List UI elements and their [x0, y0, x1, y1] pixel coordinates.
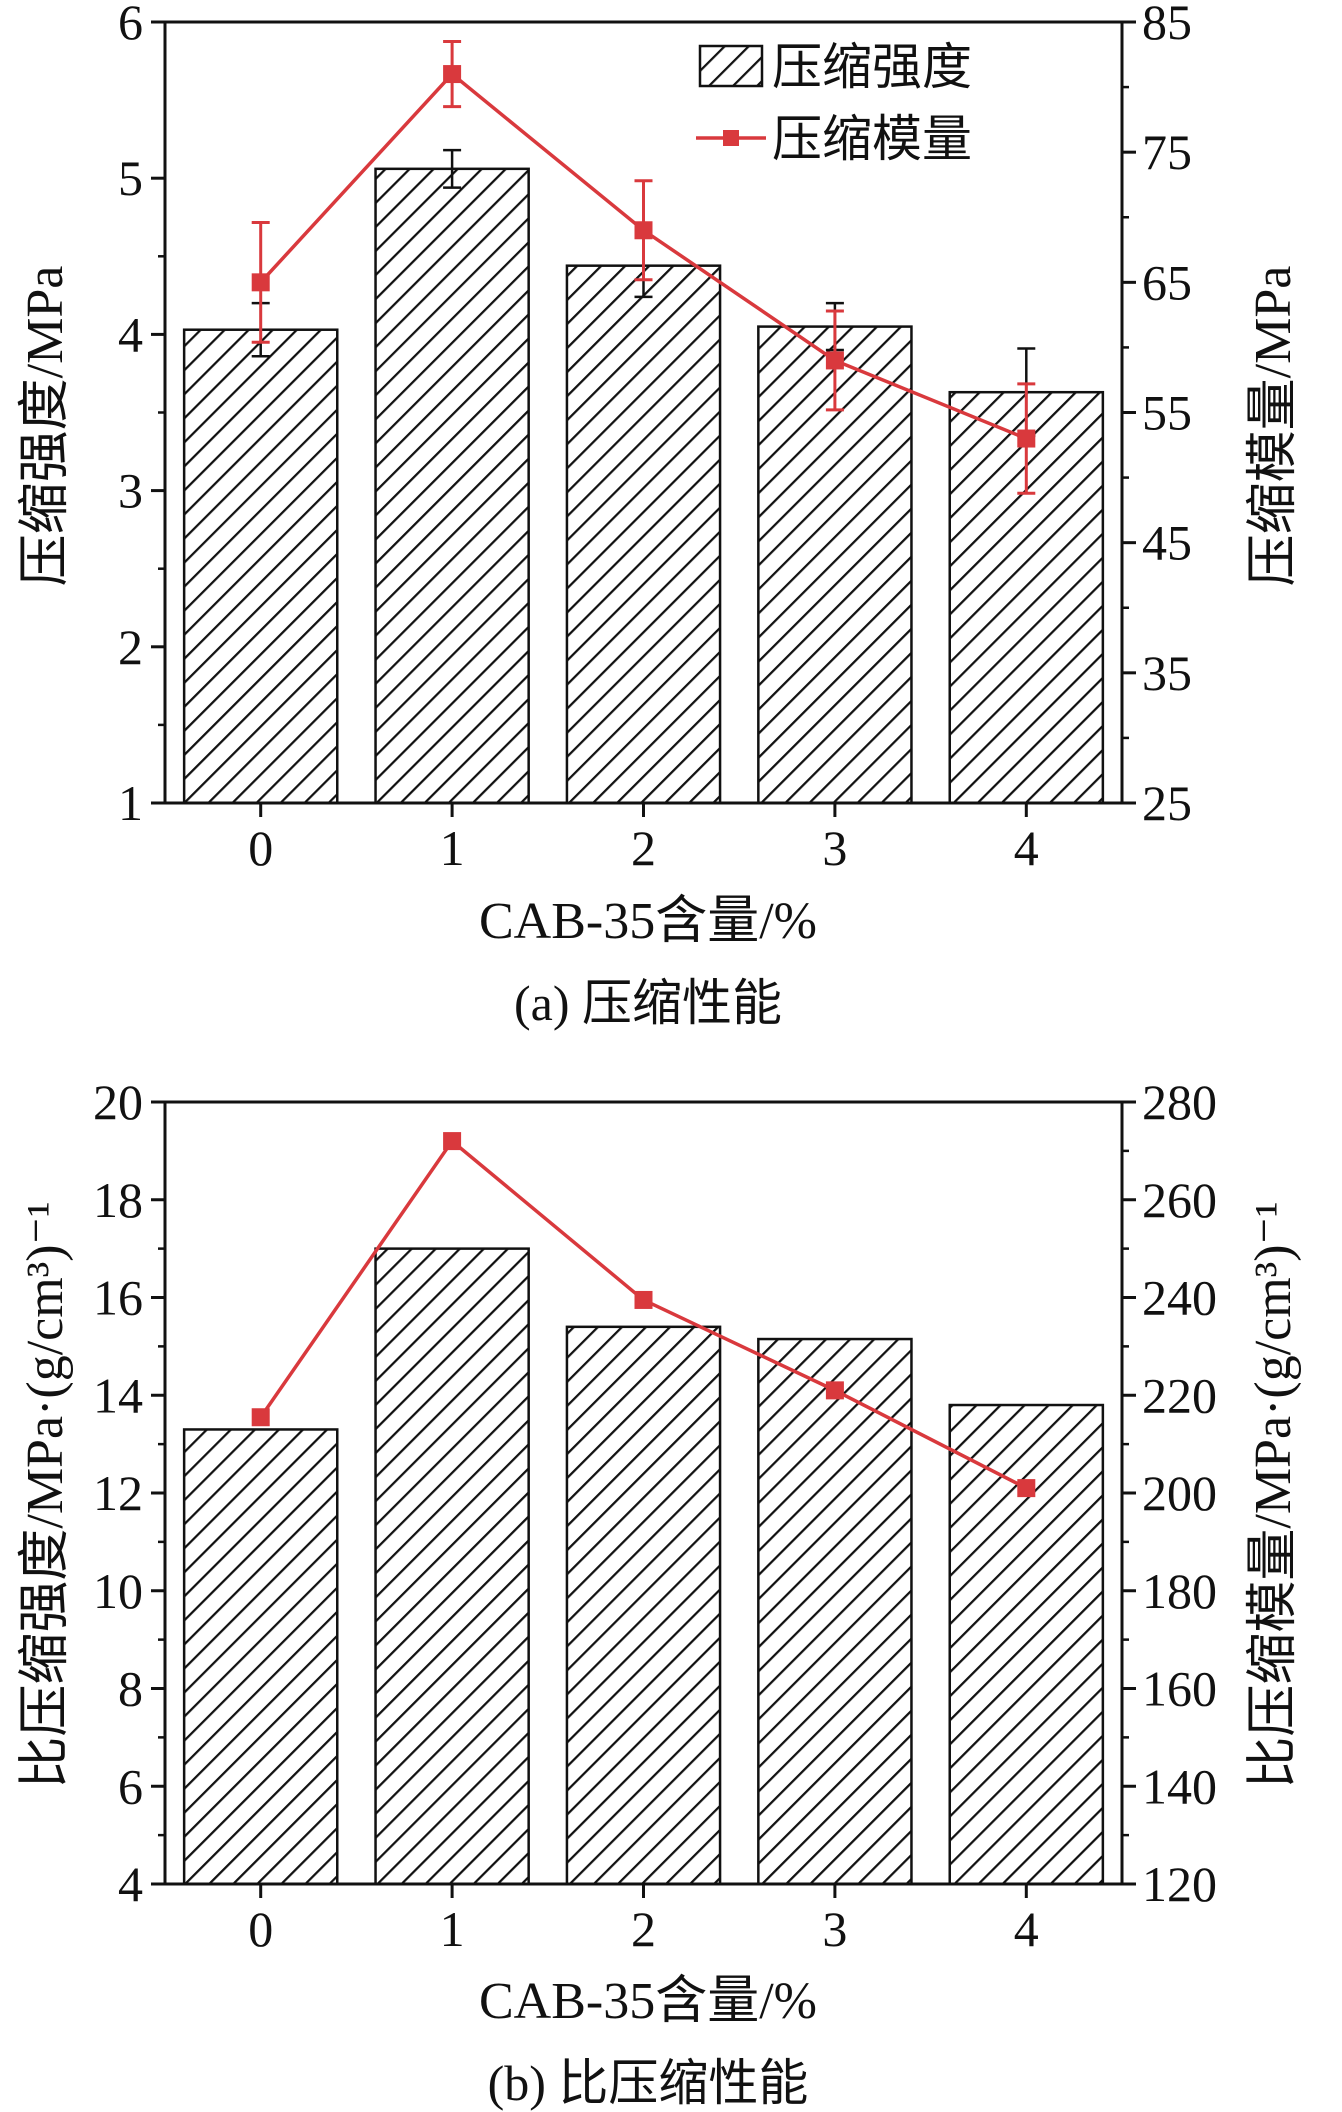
left-tick-label: 12: [93, 1465, 143, 1521]
legend-label-compressive-strength: 压缩强度: [772, 39, 972, 95]
left-tick-label: 1: [118, 775, 143, 831]
bar-2: [565, 1325, 722, 1886]
x-tick-labels: 0 1 2 3 4: [248, 820, 1039, 876]
right-tick-label: 35: [1142, 645, 1192, 701]
left-tick-label: 16: [93, 1270, 143, 1326]
right-tick-label: 75: [1142, 124, 1192, 180]
marker-2: [634, 1290, 653, 1309]
x-tick-label: 4: [1014, 820, 1039, 876]
marker-0: [251, 1408, 270, 1427]
marker-4: [1017, 429, 1036, 448]
right-tick-label: 45: [1142, 515, 1192, 571]
right-tick-label: 180: [1142, 1563, 1217, 1619]
left-y-axis-label: 比压缩强度/MPa·(g/cm³)⁻¹: [17, 1201, 74, 1788]
line-series-compressive-modulus: [251, 65, 1036, 448]
marker-4: [1017, 1479, 1036, 1498]
left-y-tick-labels: 4 6 8 10 12 14 16 18 20: [93, 1074, 143, 1912]
x-tick-label: 3: [822, 820, 847, 876]
right-y-tick-labels: 120 140 160 180 200 220 240 260 280: [1142, 1074, 1217, 1912]
x-tick-label: 2: [631, 820, 656, 876]
marker-1: [443, 1132, 462, 1151]
x-axis-label: CAB-35含量/%: [479, 1973, 817, 2030]
right-tick-label: 260: [1142, 1172, 1217, 1228]
left-tick-label: 14: [93, 1367, 143, 1423]
left-tick-label: 18: [93, 1172, 143, 1228]
bar-0: [182, 1428, 339, 1886]
marker-1: [443, 65, 462, 84]
left-tick-label: 8: [118, 1661, 143, 1717]
right-tick-label: 65: [1142, 254, 1192, 310]
left-tick-label: 2: [118, 619, 143, 675]
caption: (b) 比压缩性能: [488, 2055, 809, 2111]
left-tick-label: 6: [118, 1758, 143, 1814]
right-tick-label: 85: [1142, 0, 1192, 50]
x-tick-label: 1: [440, 820, 465, 876]
legend-swatch-compressive-strength: [698, 44, 764, 88]
right-y-axis-label: 比压缩模量/MPa·(g/cm³)⁻¹: [1245, 1201, 1302, 1788]
right-tick-label: 200: [1142, 1465, 1217, 1521]
marker-3: [825, 351, 844, 370]
left-tick-label: 4: [118, 306, 143, 362]
left-tick-label: 10: [93, 1563, 143, 1619]
legend-marker-compressive-modulus: [723, 130, 739, 146]
right-tick-label: 25: [1142, 775, 1192, 831]
right-tick-label: 220: [1142, 1367, 1217, 1423]
bar-series-specific-compressive-strength: [182, 1247, 1105, 1886]
x-tick-labels: 0 1 2 3 4: [248, 1901, 1039, 1957]
x-tick-label: 4: [1014, 1901, 1039, 1957]
bar-2: [565, 264, 722, 805]
left-y-axis-label: 压缩强度/MPa: [17, 266, 74, 587]
x-tick-label: 0: [248, 820, 273, 876]
x-axis-label: CAB-35含量/%: [479, 893, 817, 950]
right-y-axis-label: 压缩模量/MPa: [1245, 266, 1302, 587]
left-y-tick-labels: 1 2 3 4 5 6: [118, 0, 143, 831]
left-tick-label: 3: [118, 463, 143, 519]
left-tick-label: 6: [118, 0, 143, 50]
left-tick-label: 5: [118, 150, 143, 206]
right-y-tick-labels: 25 35 45 55 65 75 85: [1142, 0, 1192, 831]
right-tick-label: 280: [1142, 1074, 1217, 1130]
bar-0: [182, 328, 339, 805]
bar-1: [374, 167, 530, 805]
axis-ticks: [151, 1100, 1136, 1898]
legend-label-compressive-modulus: 压缩模量: [772, 111, 972, 167]
caption: (a) 压缩性能: [514, 975, 782, 1031]
x-tick-label: 0: [248, 1901, 273, 1957]
x-tick-label: 3: [822, 1901, 847, 1957]
bar-4: [948, 1403, 1105, 1886]
x-tick-label: 1: [440, 1901, 465, 1957]
axis-ticks: [151, 20, 1136, 817]
right-tick-label: 140: [1142, 1758, 1217, 1814]
right-tick-label: 240: [1142, 1270, 1217, 1326]
left-tick-label: 4: [118, 1856, 143, 1912]
marker-3: [825, 1381, 844, 1400]
right-tick-label: 55: [1142, 385, 1192, 441]
right-tick-label: 160: [1142, 1661, 1217, 1717]
legend: 压缩强度 压缩模量: [696, 39, 972, 167]
marker-0: [251, 273, 270, 292]
line-series-specific-compressive-modulus: [251, 1132, 1036, 1498]
bar-1: [374, 1247, 530, 1886]
right-tick-label: 120: [1142, 1856, 1217, 1912]
x-tick-label: 2: [631, 1901, 656, 1957]
bar-3: [757, 1337, 913, 1886]
marker-2: [634, 221, 653, 240]
left-tick-label: 20: [93, 1074, 143, 1130]
